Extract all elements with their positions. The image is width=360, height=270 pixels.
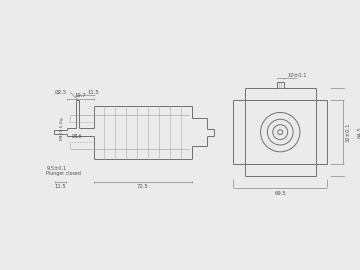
- Text: 10±0.1: 10±0.1: [288, 73, 307, 78]
- Text: 69.5: 69.5: [274, 191, 286, 195]
- Text: 32±0.1: 32±0.1: [346, 122, 351, 142]
- Text: 19.7: 19.7: [74, 93, 86, 98]
- Text: 11.5: 11.5: [87, 90, 99, 95]
- Text: 9.5±0.1: 9.5±0.1: [46, 166, 67, 171]
- Text: 64.5: 64.5: [357, 126, 360, 138]
- Text: M4X1.5-6g: M4X1.5-6g: [59, 116, 63, 140]
- Text: 11.5: 11.5: [54, 184, 66, 189]
- Text: 72.5: 72.5: [137, 184, 149, 189]
- Text: Ø16: Ø16: [72, 133, 83, 139]
- Text: Plunger closed: Plunger closed: [46, 171, 81, 176]
- Text: Ø2.5: Ø2.5: [54, 90, 67, 95]
